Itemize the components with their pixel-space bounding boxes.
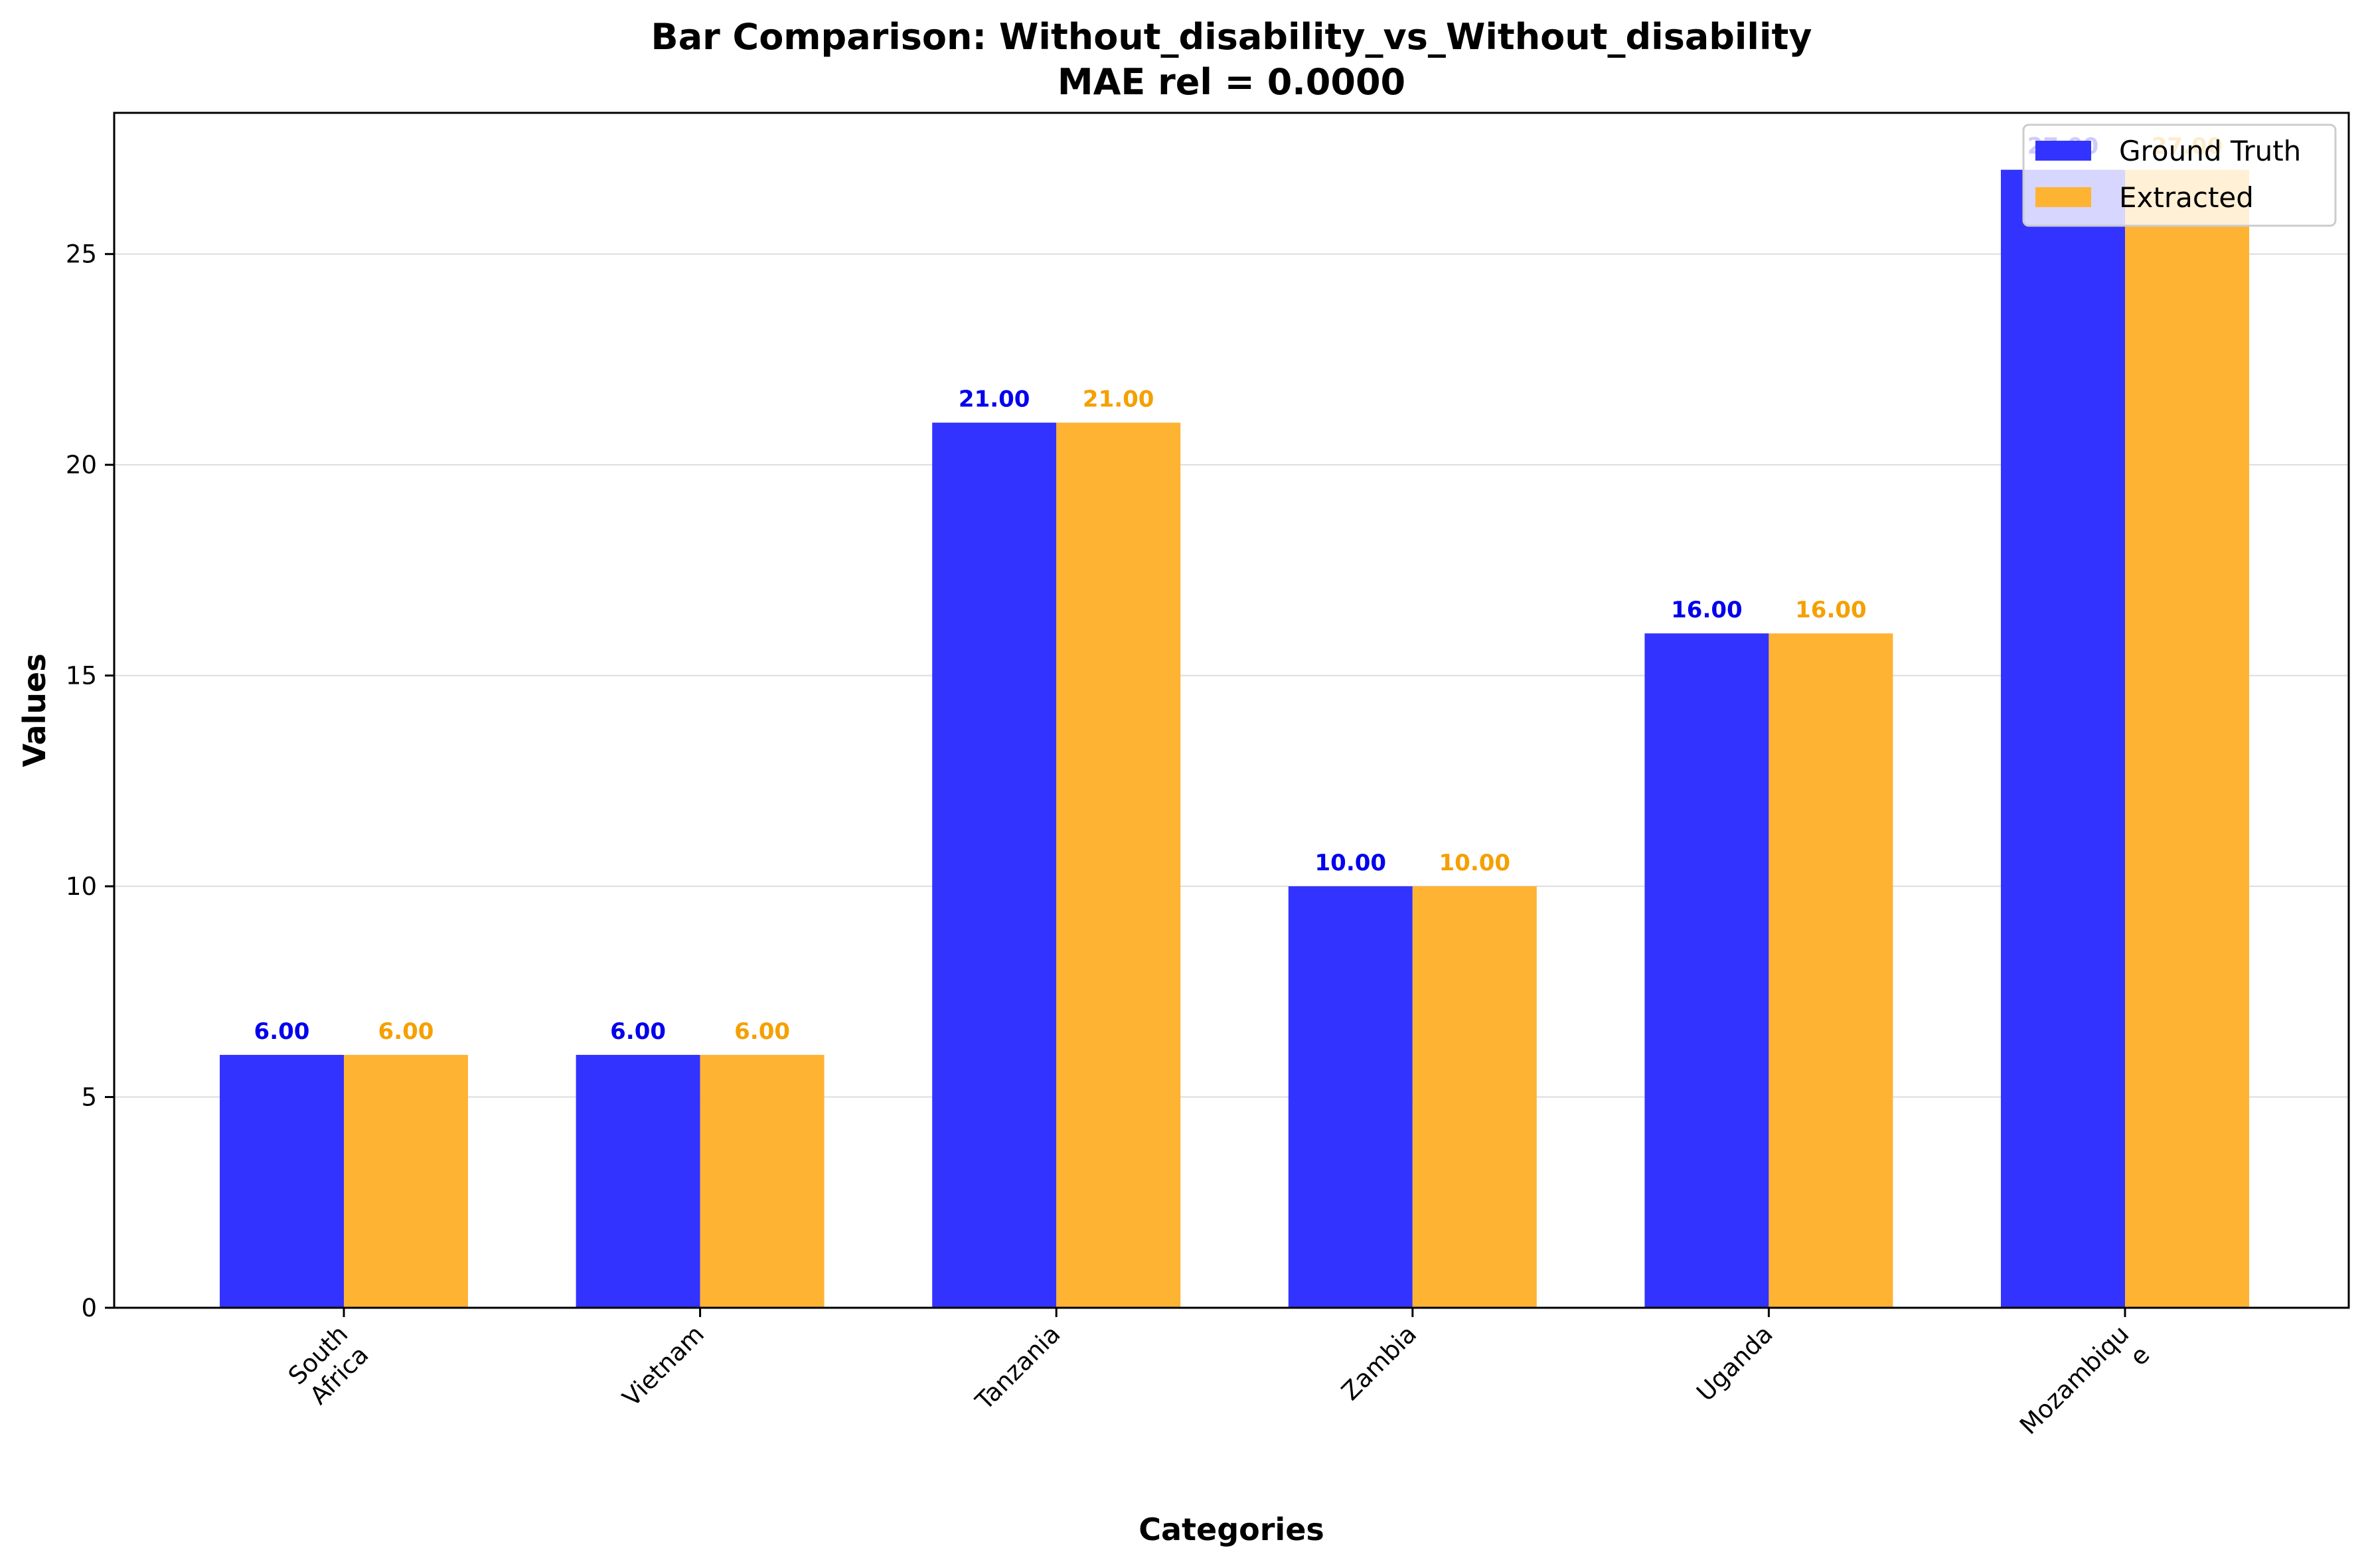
bar-value-label: 6.00 (610, 1018, 666, 1045)
legend-label-ground-truth: Ground Truth (2119, 135, 2301, 167)
chart-title: Bar Comparison: Without_disability_vs_Wi… (651, 16, 1812, 58)
bar-value-label: 16.00 (1795, 597, 1867, 623)
svg-text:Uganda: Uganda (1691, 1320, 1778, 1407)
plot-frame (113, 112, 2350, 1309)
x-tick-label: Tanzania (970, 1320, 1066, 1416)
y-tick-label: 5 (81, 1083, 97, 1112)
x-tick-label: Zambia (1336, 1320, 1422, 1406)
svg-text:Vietnam: Vietnam (617, 1320, 710, 1412)
x-tick-label: Uganda (1691, 1320, 1778, 1407)
bar-value-label: 10.00 (1315, 850, 1387, 876)
bar-value-label: 21.00 (959, 386, 1030, 413)
x-tick-label-line: Vietnam (617, 1320, 710, 1412)
bar-value-label: 6.00 (734, 1018, 790, 1045)
bar (1056, 422, 1181, 1308)
x-tick-label: Mozambique (2014, 1320, 2155, 1460)
bar (576, 1055, 700, 1308)
y-tick-label: 20 (66, 451, 97, 479)
bar-value-label: 21.00 (1083, 386, 1154, 413)
x-tick-label: SouthAfrica (283, 1320, 374, 1411)
bar (344, 1055, 468, 1308)
x-tick-label-line: Tanzania (970, 1320, 1066, 1416)
bars (220, 169, 2249, 1308)
legend-swatch-ground-truth (2035, 141, 2091, 161)
bar (1644, 633, 1769, 1308)
x-tick-label: Vietnam (617, 1320, 710, 1412)
x-tick-label-line: Uganda (1691, 1320, 1778, 1407)
svg-text:Zambia: Zambia (1336, 1320, 1422, 1406)
bar (1769, 633, 1893, 1308)
bar (700, 1055, 825, 1308)
bar-value-labels: 6.006.0021.0010.0016.0027.006.006.0021.0… (254, 133, 2223, 1045)
bar-value-label: 6.00 (254, 1018, 310, 1045)
svg-text:Mozambique: Mozambique (2014, 1320, 2155, 1460)
y-tick-label: 25 (66, 240, 97, 269)
legend-box (2022, 123, 2337, 227)
x-tick-label-line: Mozambiqu (2014, 1320, 2134, 1440)
bar (2125, 169, 2249, 1308)
bar (2001, 169, 2125, 1308)
svg-text:SouthAfrica: SouthAfrica (283, 1320, 374, 1411)
bar-value-label: 16.00 (1671, 597, 1743, 623)
bar (220, 1055, 344, 1308)
legend-label-extracted: Extracted (2119, 181, 2254, 214)
y-tick-label: 15 (66, 662, 97, 690)
bar (1412, 886, 1537, 1308)
y-tick-label: 0 (81, 1294, 97, 1322)
bar (1288, 886, 1413, 1308)
chart-subtitle: MAE rel = 0.0000 (1058, 61, 1405, 103)
x-axis-ticks: SouthAfrica Vietnam Tanzania Zambia Uganda Mo… (283, 1308, 2155, 1460)
bar (932, 422, 1057, 1308)
y-axis-label: Values (17, 653, 52, 767)
y-axis-ticks: 0 5 10 15 20 25 (66, 240, 114, 1322)
bar-value-label: 6.00 (378, 1018, 434, 1045)
y-tick-label: 10 (66, 872, 97, 901)
x-tick-label-line: Zambia (1336, 1320, 1422, 1406)
legend: Ground Truth Extracted (2022, 123, 2337, 227)
x-axis-label: Categories (1139, 1512, 1324, 1547)
svg-text:Tanzania: Tanzania (970, 1320, 1066, 1416)
legend-swatch-extracted (2035, 187, 2091, 207)
bar-value-label: 10.00 (1439, 850, 1511, 876)
